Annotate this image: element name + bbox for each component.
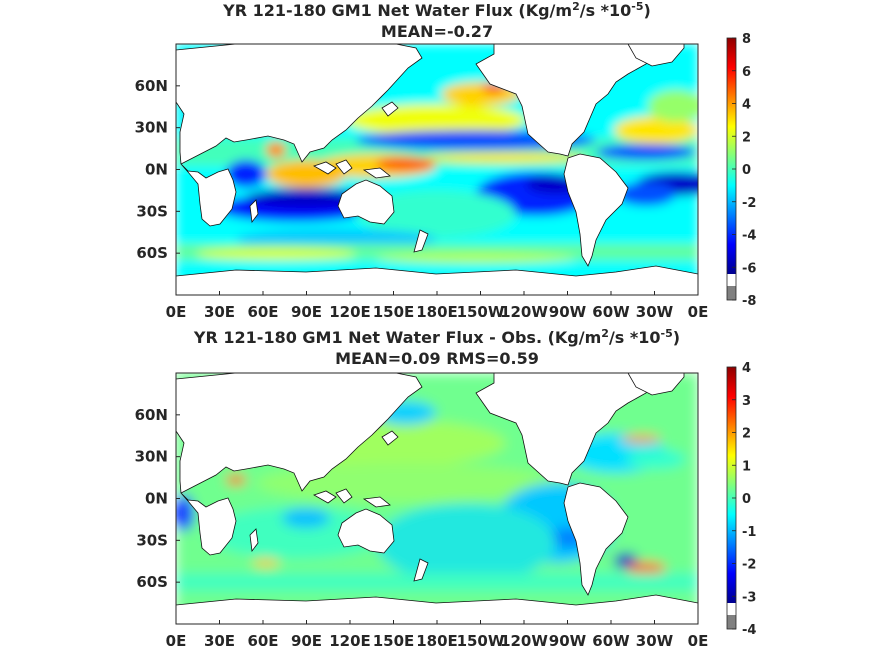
x-tick-label: 60W — [592, 303, 630, 321]
x-tick-label: 60E — [247, 303, 278, 321]
y-axis-2: 60N 30N 0N 30S 60S — [135, 406, 180, 591]
x-tick-label: 90E — [291, 632, 322, 650]
x-tick-label: 120E — [329, 632, 371, 650]
x-tick-label: 150W — [457, 632, 505, 650]
y-tick-label: 30S — [136, 531, 168, 549]
colorbar-tick-label: -2 — [742, 558, 756, 573]
colorbar-tick-label: 4 — [742, 361, 751, 376]
chart-1-subtitle: MEAN=-0.27 — [381, 22, 493, 41]
colorbar-tick-label: 1 — [742, 459, 751, 474]
colorbar-1-gradient — [727, 38, 736, 274]
colorbar-tick-label: 3 — [742, 394, 751, 409]
colorbar-tick-label: 6 — [742, 65, 751, 80]
x-tick-label: 120W — [500, 632, 548, 650]
y-tick-label: 60S — [136, 244, 168, 262]
x-tick-label: 30E — [204, 303, 235, 321]
y-tick-label: 30S — [136, 202, 168, 220]
x-tick-label: 180E — [416, 632, 458, 650]
chart-2-subtitle: MEAN=0.09 RMS=0.59 — [335, 349, 539, 368]
colorbar-2-below-range — [727, 615, 736, 629]
chart-panel-1: YR 121-180 GM1 Net Water Flux (Kg/m2/s *… — [135, 0, 757, 321]
colorbar-tick-label: 4 — [742, 98, 751, 113]
x-tick-label: 0E — [166, 303, 187, 321]
colorbar-2-gap — [727, 603, 736, 615]
colorbar-tick-label: 0 — [742, 492, 751, 507]
colorbar-1: 8 6 4 2 0 -2 -4 -6 -8 — [726, 32, 756, 309]
x-tick-label: 90E — [291, 303, 322, 321]
x-tick-label: 30W — [636, 632, 674, 650]
chart-2-title: YR 121-180 GM1 Net Water Flux - Obs. (Kg… — [193, 327, 680, 347]
x-tick-label: 90W — [549, 632, 587, 650]
x-tick-label: 30W — [636, 303, 674, 321]
colorbar-tick-label: 0 — [742, 163, 751, 178]
colorbar-tick-label: -8 — [742, 294, 756, 309]
y-tick-label: 0N — [145, 161, 168, 179]
x-tick-label: 150W — [457, 303, 505, 321]
x-tick-label: 0E — [166, 632, 187, 650]
x-tick-label: 150E — [373, 303, 415, 321]
x-tick-label: 0E — [688, 303, 709, 321]
x-tick-label: 120E — [329, 303, 371, 321]
heatmap-2 — [176, 373, 698, 624]
y-tick-label: 60N — [135, 406, 168, 424]
x-tick-label: 150E — [373, 632, 415, 650]
x-tick-label: 30E — [204, 632, 235, 650]
colorbar-2-gradient — [727, 367, 736, 603]
colorbar-tick-label: -4 — [742, 623, 756, 638]
chart-panel-2: YR 121-180 GM1 Net Water Flux - Obs. (Kg… — [135, 327, 757, 650]
x-tick-label: 60E — [247, 632, 278, 650]
colorbar-1-below-range — [727, 286, 736, 300]
colorbar-tick-label: -1 — [742, 525, 756, 540]
colorbar-tick-label: -6 — [742, 261, 756, 276]
colorbar-tick-label: 8 — [742, 32, 751, 47]
x-tick-label: 90W — [549, 303, 587, 321]
colorbar-tick-label: -4 — [742, 229, 756, 244]
y-tick-label: 0N — [145, 490, 168, 508]
y-axis-1: 60N 30N 0N 30S 60S — [135, 77, 180, 262]
y-tick-label: 30N — [135, 119, 168, 137]
colorbar-1-gap — [727, 274, 736, 286]
colorbar-tick-label: 2 — [742, 427, 751, 442]
colorbar-tick-label: -3 — [742, 590, 756, 605]
x-tick-label: 120W — [500, 303, 548, 321]
colorbar-2: 4 3 2 1 0 -1 -2 -3 -4 — [726, 361, 756, 638]
x-tick-label: 180E — [416, 303, 458, 321]
colorbar-tick-label: -2 — [742, 196, 756, 211]
y-tick-label: 30N — [135, 448, 168, 466]
x-tick-label: 60W — [592, 632, 630, 650]
y-tick-label: 60N — [135, 77, 168, 95]
chart-1-title: YR 121-180 GM1 Net Water Flux (Kg/m2/s *… — [222, 0, 651, 20]
x-tick-label: 0E — [688, 632, 709, 650]
colorbar-tick-label: 2 — [742, 130, 751, 145]
heatmap-1 — [176, 44, 698, 295]
y-tick-label: 60S — [136, 573, 168, 591]
